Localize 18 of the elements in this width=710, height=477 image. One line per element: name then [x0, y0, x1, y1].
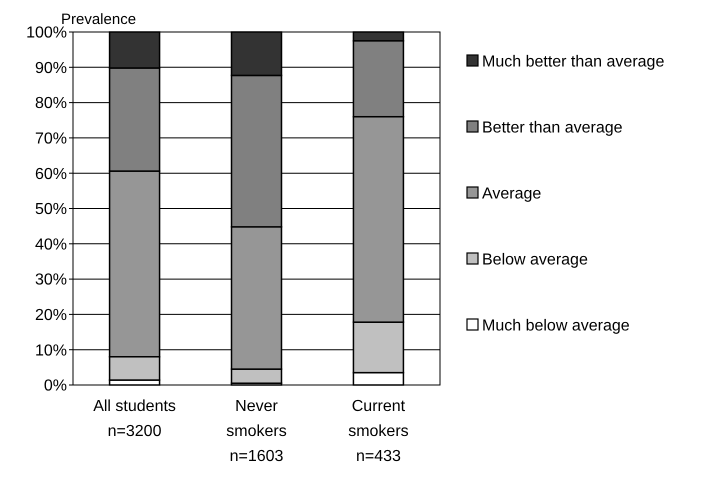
- x-tick-label: Current smokers n=433: [348, 398, 409, 465]
- y-tick-label: 50%: [34, 201, 67, 218]
- legend-label: Much better than average: [482, 54, 664, 71]
- legend-label: Better than average: [482, 120, 623, 137]
- y-tick-label: 90%: [34, 60, 67, 77]
- y-tick-label: 10%: [34, 342, 67, 360]
- legend-label: Below average: [482, 252, 588, 269]
- y-tick-label: 20%: [34, 307, 67, 324]
- y-tick-label: 60%: [34, 166, 67, 183]
- y-tick-label: 0%: [44, 378, 67, 395]
- x-tick-label: Never smokers n=1603: [226, 398, 287, 465]
- y-tick-label: 40%: [34, 236, 67, 254]
- legend-label: Average: [482, 186, 542, 203]
- y-tick-label: 80%: [34, 95, 67, 112]
- legend-label: Much below average: [482, 318, 630, 335]
- x-tick-label: All students n=3200: [93, 398, 176, 440]
- y-tick-label: 30%: [34, 272, 67, 289]
- y-tick-label: 70%: [34, 130, 67, 148]
